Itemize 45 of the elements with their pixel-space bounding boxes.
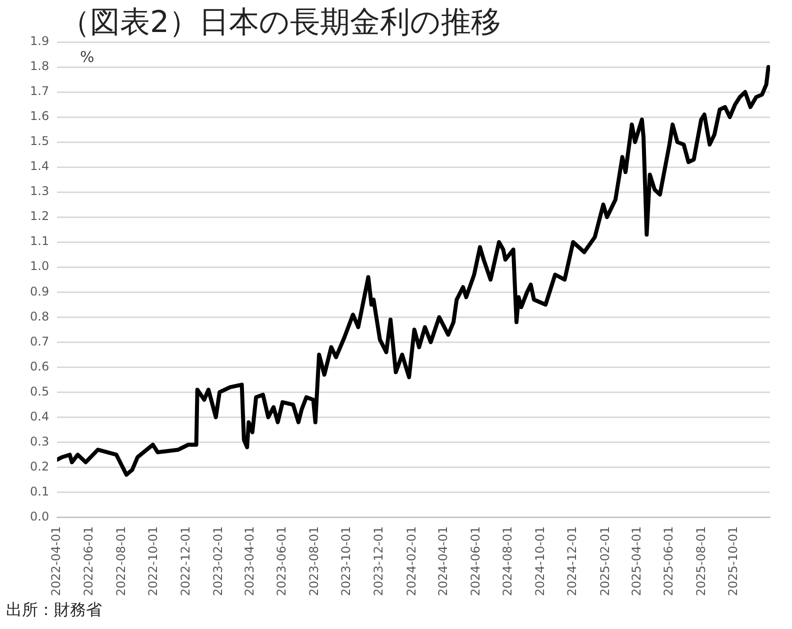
x-tick-label: 2022-06-01 xyxy=(81,526,96,596)
x-tick-label: 2023-02-01 xyxy=(211,526,226,596)
x-tick-label: 2024-04-01 xyxy=(436,526,450,596)
y-tick-label: 0.7 xyxy=(30,334,50,348)
y-tick-label: 0.0 xyxy=(30,509,50,524)
y-tick-label: 1.5 xyxy=(30,134,50,148)
y-tick-label: 1.9 xyxy=(30,34,50,48)
y-axis-title: % xyxy=(80,48,94,66)
x-tick-label: 2024-08-01 xyxy=(500,526,515,596)
y-tick-label: 0.1 xyxy=(30,484,50,498)
chart-title: （図表2）日本の長期金利の推移 xyxy=(60,4,502,42)
y-tick-label: 0.4 xyxy=(30,409,50,424)
x-tick-label: 2024-02-01 xyxy=(404,526,418,596)
x-tick-label: 2023-12-01 xyxy=(372,526,386,596)
x-tick-label: 2025-04-01 xyxy=(629,526,644,596)
x-tick-label: 2022-10-01 xyxy=(146,526,160,596)
y-tick-label: 1.2 xyxy=(30,209,50,224)
y-tick-label: 0.8 xyxy=(30,309,50,324)
y-tick-label: 0.5 xyxy=(30,384,50,398)
y-tick-label: 1.4 xyxy=(30,159,50,174)
x-tick-label: 2023-06-01 xyxy=(274,526,289,596)
y-tick-label: 1.6 xyxy=(30,109,50,124)
x-tick-label: 2022-04-01 xyxy=(49,526,64,596)
x-tick-label: 2025-02-01 xyxy=(598,526,612,596)
x-tick-label: 2024-06-01 xyxy=(468,526,482,596)
x-tick-label: 2024-12-01 xyxy=(565,526,580,596)
x-tick-label: 2023-04-01 xyxy=(242,526,256,596)
x-tick-label: 2023-10-01 xyxy=(339,526,354,596)
x-tick-label: 2022-08-01 xyxy=(114,526,128,596)
x-tick-label: 2024-10-01 xyxy=(532,526,547,596)
x-tick-label: 2025-10-01 xyxy=(726,526,740,596)
y-tick-label: 1.3 xyxy=(30,184,50,198)
x-tick-label: 2025-08-01 xyxy=(694,526,708,596)
y-tick-label: 0.6 xyxy=(30,359,50,374)
x-tick-label: 2022-12-01 xyxy=(178,526,192,596)
x-tick-label: 2023-08-01 xyxy=(306,526,321,596)
y-tick-label: 0.3 xyxy=(30,434,50,448)
y-tick-label: 1.7 xyxy=(30,84,50,98)
y-tick-label: 1.0 xyxy=(30,259,50,274)
y-tick-label: 0.2 xyxy=(30,459,50,474)
y-tick-label: 1.1 xyxy=(30,234,50,248)
text: 出所：財務省 xyxy=(6,600,102,621)
y-tick-label: 0.9 xyxy=(30,284,50,298)
x-tick-label: 2025-06-01 xyxy=(662,526,676,596)
y-tick-label: 1.8 xyxy=(30,59,50,74)
